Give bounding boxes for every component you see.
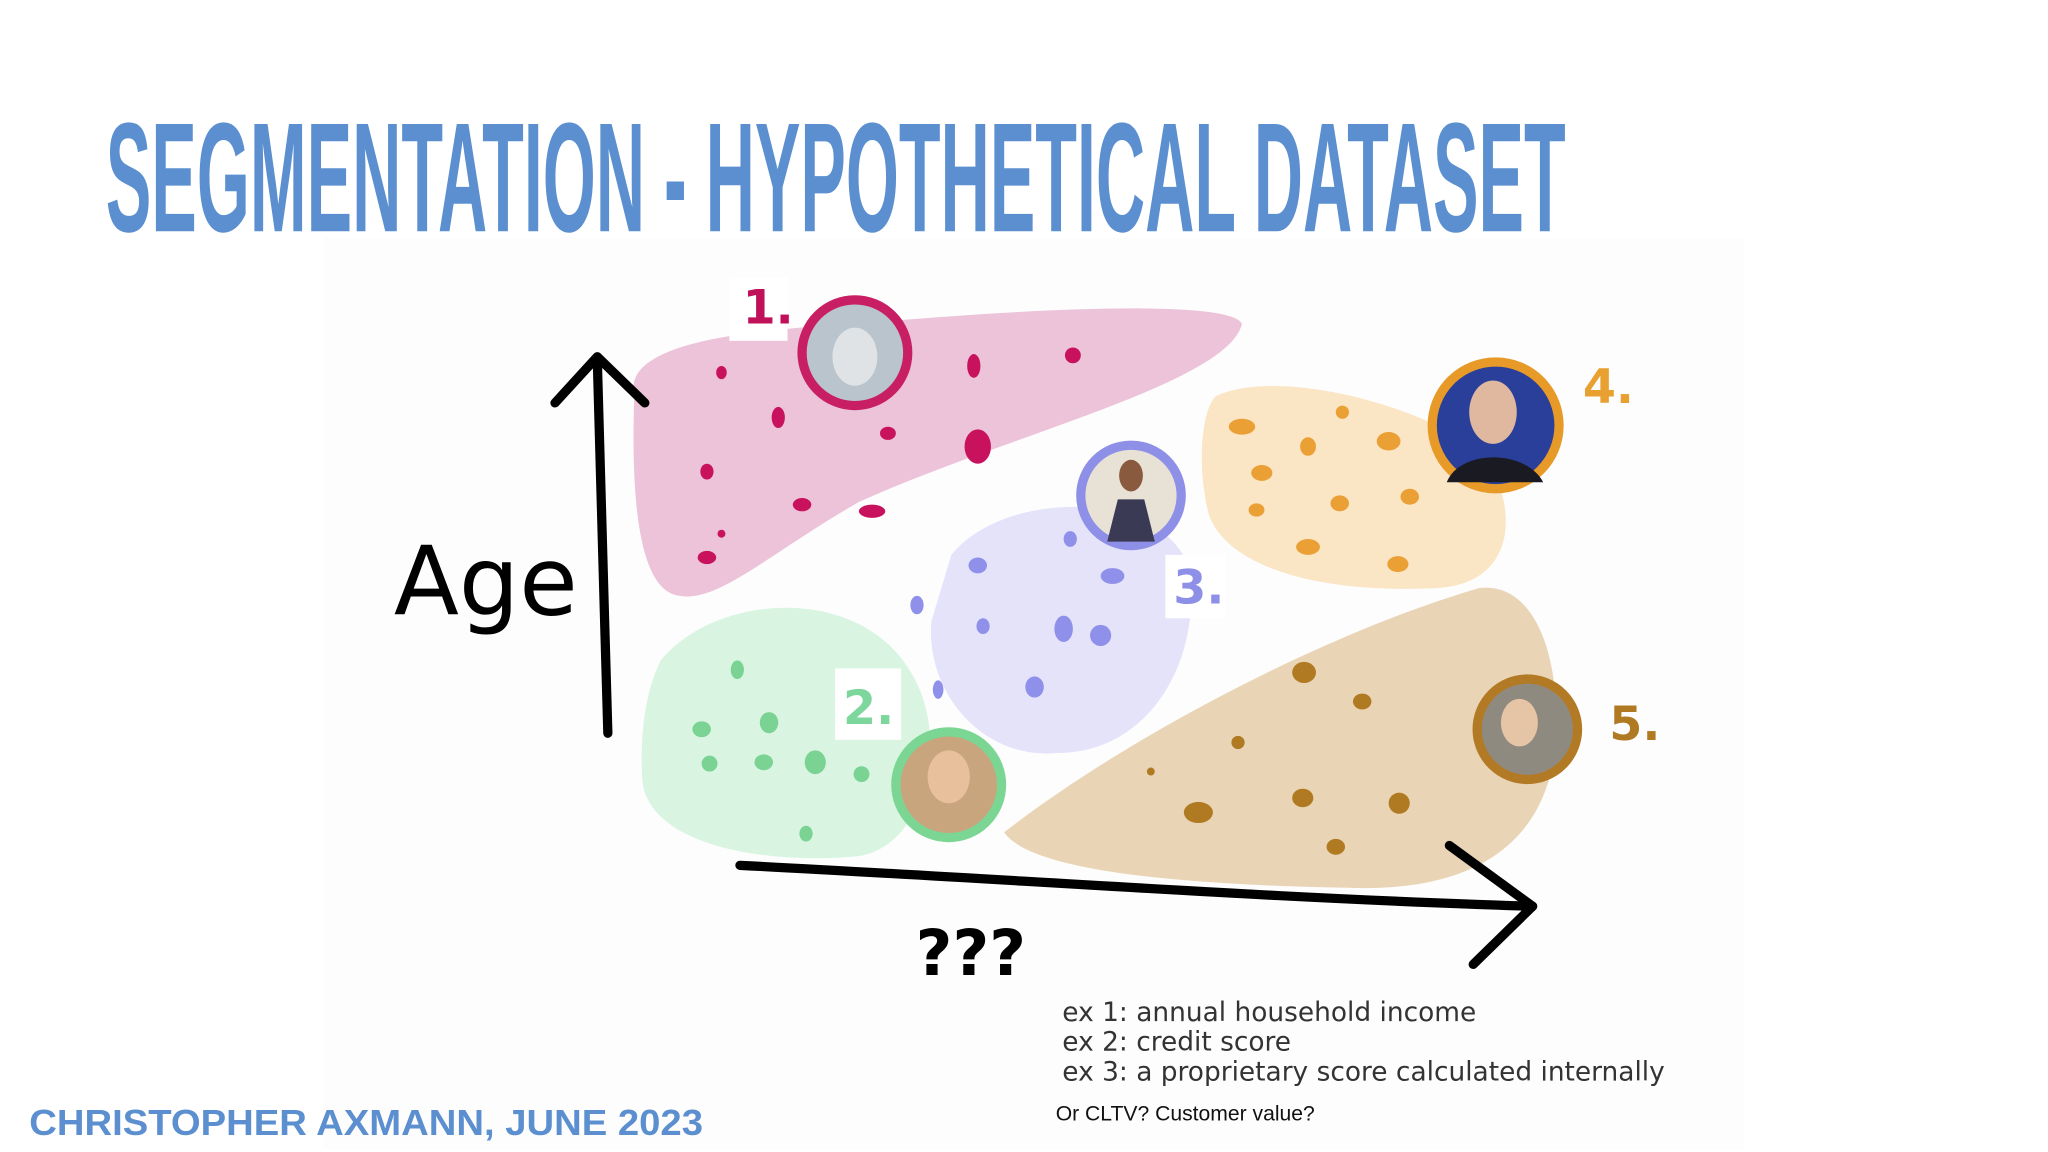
x-axis-label: ??? (916, 916, 1026, 990)
note-text: Or CLTV? Customer value? (1056, 1102, 1315, 1125)
footer: CHRISTOPHER AXMANN, JUNE 2023 (29, 1103, 703, 1143)
segment-dots (1146, 661, 1410, 855)
portrait (1076, 440, 1186, 551)
portrait (891, 727, 1007, 843)
label-background (835, 668, 902, 740)
segment-dots (1228, 405, 1420, 573)
segment-blob (633, 308, 1242, 597)
x-arrowhead (1444, 840, 1538, 970)
example-text: ex 2: credit score (1062, 1026, 1291, 1057)
label-background (1165, 554, 1227, 619)
y-axis (592, 354, 613, 738)
segment-dots (692, 660, 870, 842)
segment-label: 5. (1609, 697, 1660, 752)
axes (550, 352, 1538, 970)
label-background (729, 277, 788, 341)
y-arrowhead (550, 352, 650, 408)
segment-dots (910, 531, 1125, 699)
portrait (797, 295, 913, 411)
segment-label: 1. (743, 281, 794, 336)
example-text: ex 3: a proprietary score calculated int… (1062, 1057, 1664, 1088)
segment-label: 4. (1583, 360, 1634, 415)
x-axis (735, 860, 1538, 911)
portrait (1427, 357, 1564, 494)
segment-label: 2. (843, 681, 894, 736)
portrait (1472, 674, 1583, 785)
segment-dots (697, 347, 1081, 565)
segment-label: 3. (1173, 561, 1224, 616)
slide-title: SEGMENTATION - HYPOTHETICAL DATASET (106, 91, 1566, 265)
segment-blob (1004, 587, 1557, 889)
example-text: ex 1: annual household income (1062, 997, 1476, 1028)
y-axis-label: Age (394, 527, 578, 637)
